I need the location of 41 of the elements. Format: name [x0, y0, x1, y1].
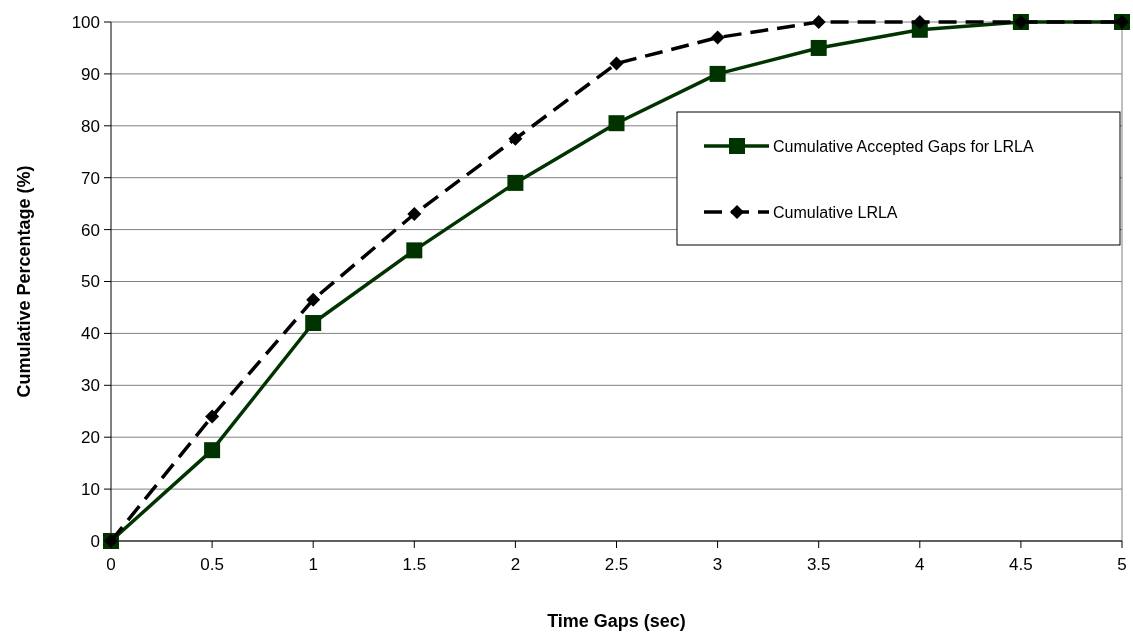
point	[407, 207, 422, 222]
y-tick-label: 30	[81, 376, 100, 396]
point	[306, 292, 321, 307]
y-axis-title: Cumulative Percentage (%)	[14, 165, 34, 398]
point	[204, 442, 221, 459]
legend-label: Cumulative Accepted Gaps for LRLA	[773, 137, 1034, 155]
point	[709, 65, 726, 82]
point	[810, 39, 827, 56]
x-tick-label: 3.5	[806, 555, 831, 574]
x-tick-label: 1	[308, 555, 318, 574]
legend-label: Cumulative LRLA	[773, 203, 898, 221]
point	[507, 174, 524, 191]
x-axis-title: Time Gaps (sec)	[547, 611, 686, 631]
point	[406, 242, 423, 259]
x-tick-label: 0	[106, 555, 116, 574]
x-tick-label: 5	[1117, 555, 1127, 574]
y-tick-label: 10	[81, 480, 100, 500]
point	[811, 15, 826, 29]
x-tick-label: 2	[510, 555, 521, 574]
y-tick-label: 80	[81, 116, 100, 136]
point	[609, 56, 624, 71]
x-tick-label: 3	[712, 555, 723, 574]
y-tick-label: 70	[81, 168, 100, 188]
point	[508, 131, 523, 146]
y-tick-label: 20	[81, 428, 100, 448]
point	[608, 115, 625, 132]
y-tick-label: 100	[71, 12, 100, 32]
x-tick-label: 4	[915, 555, 925, 574]
x-tick-label: 2.5	[604, 555, 629, 574]
point	[710, 30, 725, 45]
point	[205, 409, 220, 424]
x-tick-label: 4.5	[1009, 555, 1033, 574]
point	[912, 15, 927, 29]
y-tick-label: 50	[81, 272, 100, 292]
y-tick-label: 60	[81, 220, 100, 240]
x-tick-label: 1.5	[402, 555, 427, 574]
y-tick-label: 40	[81, 324, 100, 344]
y-tick-label: 90	[81, 64, 100, 84]
x-tick-label: 0.5	[200, 555, 224, 574]
point	[305, 315, 322, 332]
y-tick-label: 0	[90, 531, 100, 551]
